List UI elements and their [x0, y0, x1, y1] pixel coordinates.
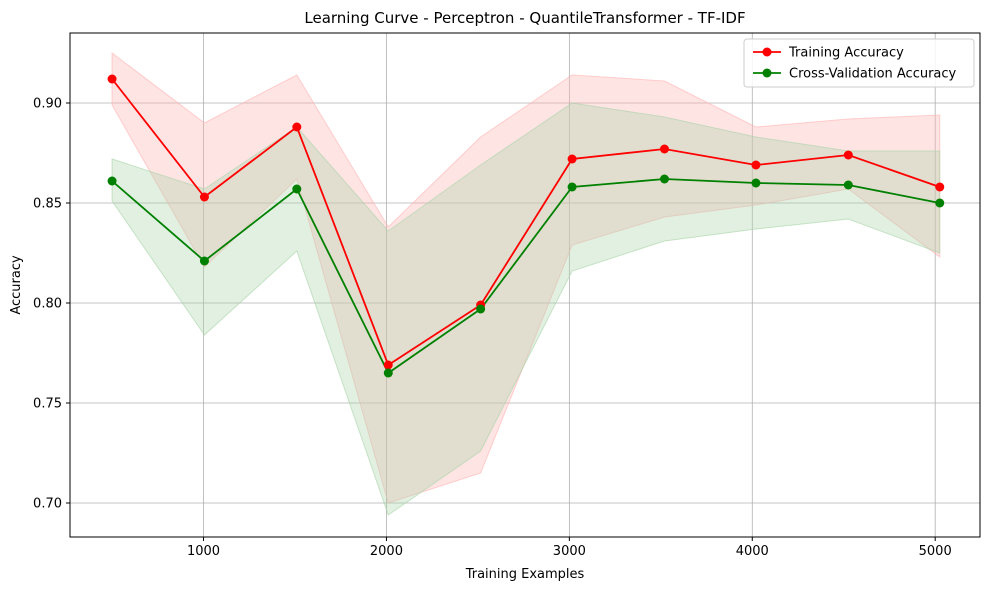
y-tick-label: 0.80	[33, 297, 62, 312]
legend-training-marker	[762, 47, 772, 57]
cross-validation-point	[292, 184, 302, 194]
x-tick-label: 5000	[919, 544, 952, 559]
series-lines	[111, 78, 941, 375]
x-tick-label: 1000	[187, 544, 220, 559]
training-point	[935, 182, 945, 192]
training-point	[843, 150, 853, 160]
cross-validation-line	[111, 178, 940, 375]
y-tick-label: 0.75	[33, 397, 62, 412]
y-tick-label: 0.85	[33, 197, 62, 212]
cross-validation-point	[935, 198, 945, 208]
training-point	[199, 192, 209, 202]
x-tick-label: 2000	[370, 544, 403, 559]
y-axis-ticks: 0.70 0.75 0.80 0.85 0.90	[33, 97, 70, 512]
y-tick-label: 0.70	[33, 497, 62, 512]
cross-validation-band	[111, 102, 941, 516]
cross-validation-point	[567, 182, 577, 192]
grid-lines	[70, 33, 980, 537]
x-axis-ticks: 1000 2000 3000 4000 5000	[187, 537, 952, 559]
training-point	[659, 144, 669, 154]
y-axis-label: Accuracy	[9, 255, 24, 315]
series-markers	[107, 74, 945, 378]
chart-title: Learning Curve - Perceptron - QuantileTr…	[304, 9, 745, 27]
cross-validation-point	[751, 178, 761, 188]
training-point	[751, 160, 761, 170]
cross-validation-point	[843, 180, 853, 190]
plot-frame	[69, 32, 981, 538]
x-tick-label: 4000	[736, 544, 769, 559]
training-band	[111, 51, 941, 504]
training-point	[383, 360, 393, 370]
legend: Training Accuracy Cross-Validation Accura…	[743, 38, 975, 88]
legend-box	[743, 38, 975, 88]
cross-validation-point	[659, 174, 669, 184]
training-point	[292, 122, 302, 132]
legend-cross-validation-label: Cross-Validation Accuracy	[789, 67, 957, 82]
legend-cross-validation-marker	[762, 68, 772, 78]
cross-validation-point	[476, 304, 486, 314]
training-line	[111, 78, 941, 367]
y-tick-label: 0.90	[33, 97, 62, 112]
training-point	[107, 74, 117, 84]
training-point	[567, 154, 577, 164]
cross-validation-point	[199, 256, 209, 266]
x-axis-label: Training Examples	[465, 567, 585, 582]
cross-validation-point	[107, 176, 117, 186]
confidence-bands	[111, 51, 941, 516]
x-tick-label: 3000	[553, 544, 586, 559]
legend-training-label: Training Accuracy	[788, 46, 904, 61]
cross-validation-point	[383, 368, 393, 378]
